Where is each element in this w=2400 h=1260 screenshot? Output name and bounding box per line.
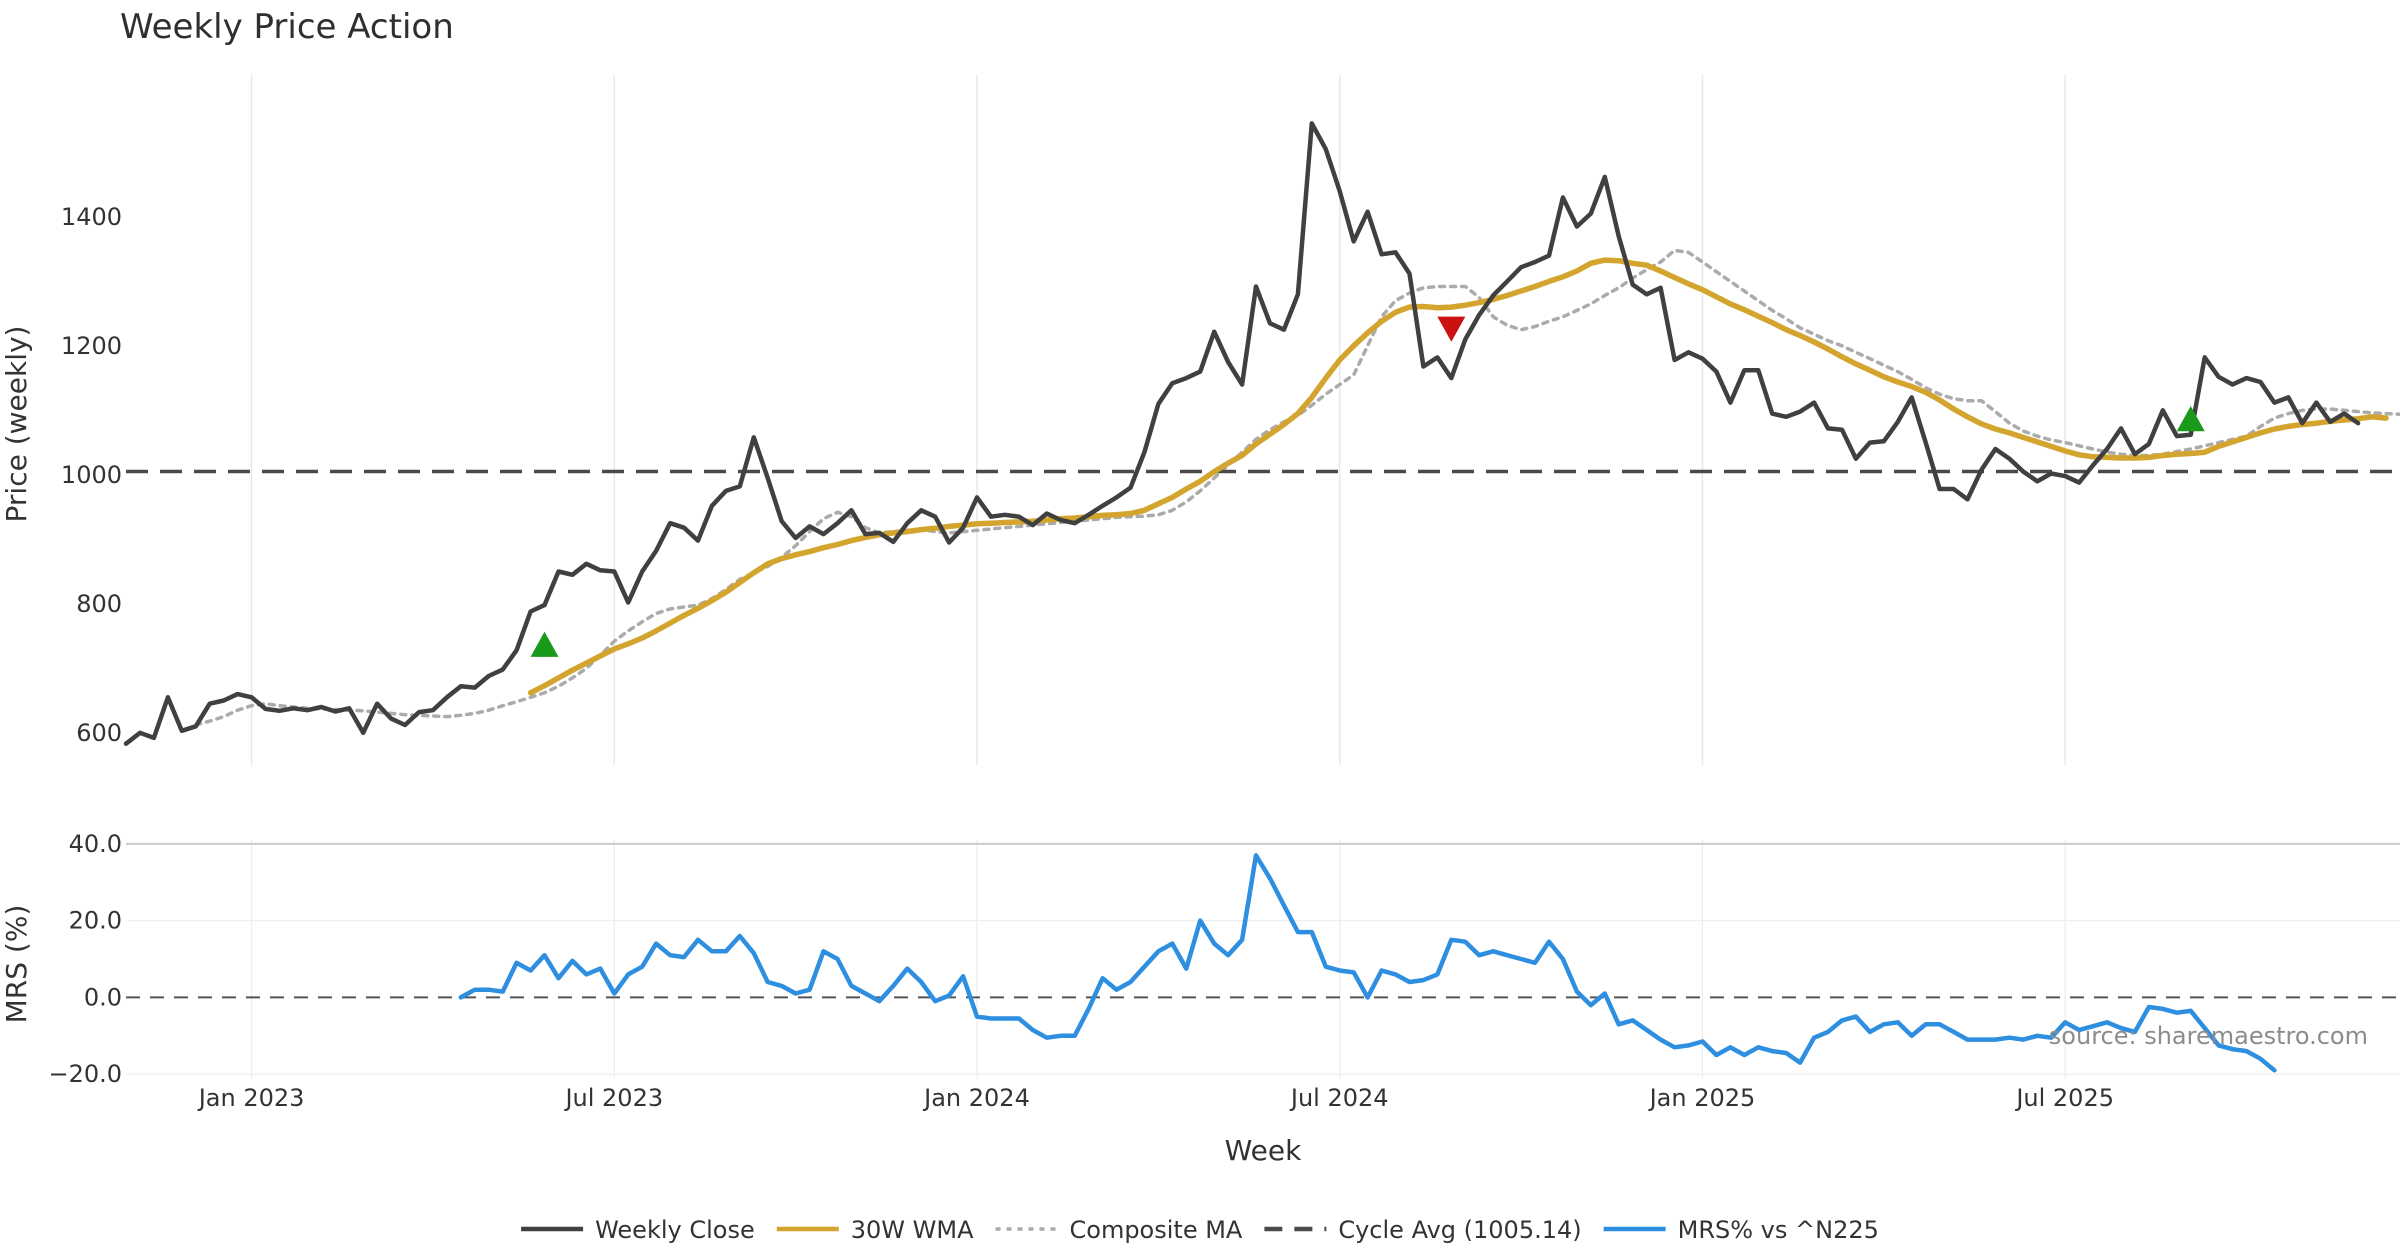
price-y-axis: 600 800 1000 1200 1400 — [61, 203, 122, 747]
price-axis-title: Price (weekly) — [0, 326, 33, 523]
legend-label: MRS% vs ^N225 — [1678, 1216, 1879, 1244]
price-y-tick-label: 800 — [76, 590, 122, 618]
price-y-tick-label: 600 — [76, 719, 122, 747]
series-30w-wma — [527, 257, 2389, 696]
x-axis-title: Week — [1225, 1134, 1302, 1167]
chart-title: Weekly Price Action — [120, 7, 454, 47]
mrs-y-tick-label: 0.0 — [84, 983, 122, 1011]
x-tick-label: Jul 2023 — [563, 1084, 663, 1112]
source-watermark: source: sharemaestro.com — [2049, 1022, 2368, 1050]
price-y-tick-label: 1200 — [61, 332, 122, 360]
x-tick-label: Jan 2024 — [922, 1084, 1030, 1112]
x-axis: Jan 2023 Jul 2023 Jan 2024 Jul 2024 Jan 2025… — [197, 1084, 2114, 1112]
legend-label: Composite MA — [1070, 1216, 1243, 1244]
legend-label: 30W WMA — [851, 1216, 974, 1244]
x-tick-label: Jan 2023 — [197, 1084, 305, 1112]
mrs-y-tick-label: −20.0 — [48, 1060, 122, 1088]
mrs-panel-grid — [126, 840, 2400, 1078]
series-mrs-vs-n225 — [458, 853, 2277, 1073]
buy-signal-marker — [530, 631, 559, 657]
x-tick-label: Jan 2025 — [1648, 1084, 1756, 1112]
signal-markers — [530, 316, 2205, 657]
series-weekly-close — [123, 121, 2361, 746]
sell-signal-marker — [1437, 316, 1466, 342]
price-series-group — [123, 121, 2400, 746]
price-y-tick-label: 1000 — [61, 461, 122, 489]
mrs-y-tick-label: 40.0 — [69, 830, 122, 858]
chart-legend: Weekly Close 30W WMA Composite MA Cycle Avg… — [521, 1216, 1879, 1244]
mrs-axis-title: MRS (%) — [0, 905, 33, 1024]
series-composite-ma — [194, 248, 2400, 727]
x-tick-label: Jul 2024 — [1289, 1084, 1389, 1112]
legend-label: Weekly Close — [595, 1216, 755, 1244]
mrs-y-tick-label: 20.0 — [69, 907, 122, 935]
legend-label: Cycle Avg (1005.14) — [1338, 1216, 1581, 1244]
x-tick-label: Jul 2025 — [2014, 1084, 2114, 1112]
buy-signal-marker — [2176, 406, 2205, 432]
price-panel-grid — [250, 75, 2066, 765]
mrs-y-axis: −20.0 0.0 20.0 40.0 — [48, 830, 122, 1088]
mrs-series-group — [458, 853, 2277, 1073]
price-y-tick-label: 1400 — [61, 203, 122, 231]
